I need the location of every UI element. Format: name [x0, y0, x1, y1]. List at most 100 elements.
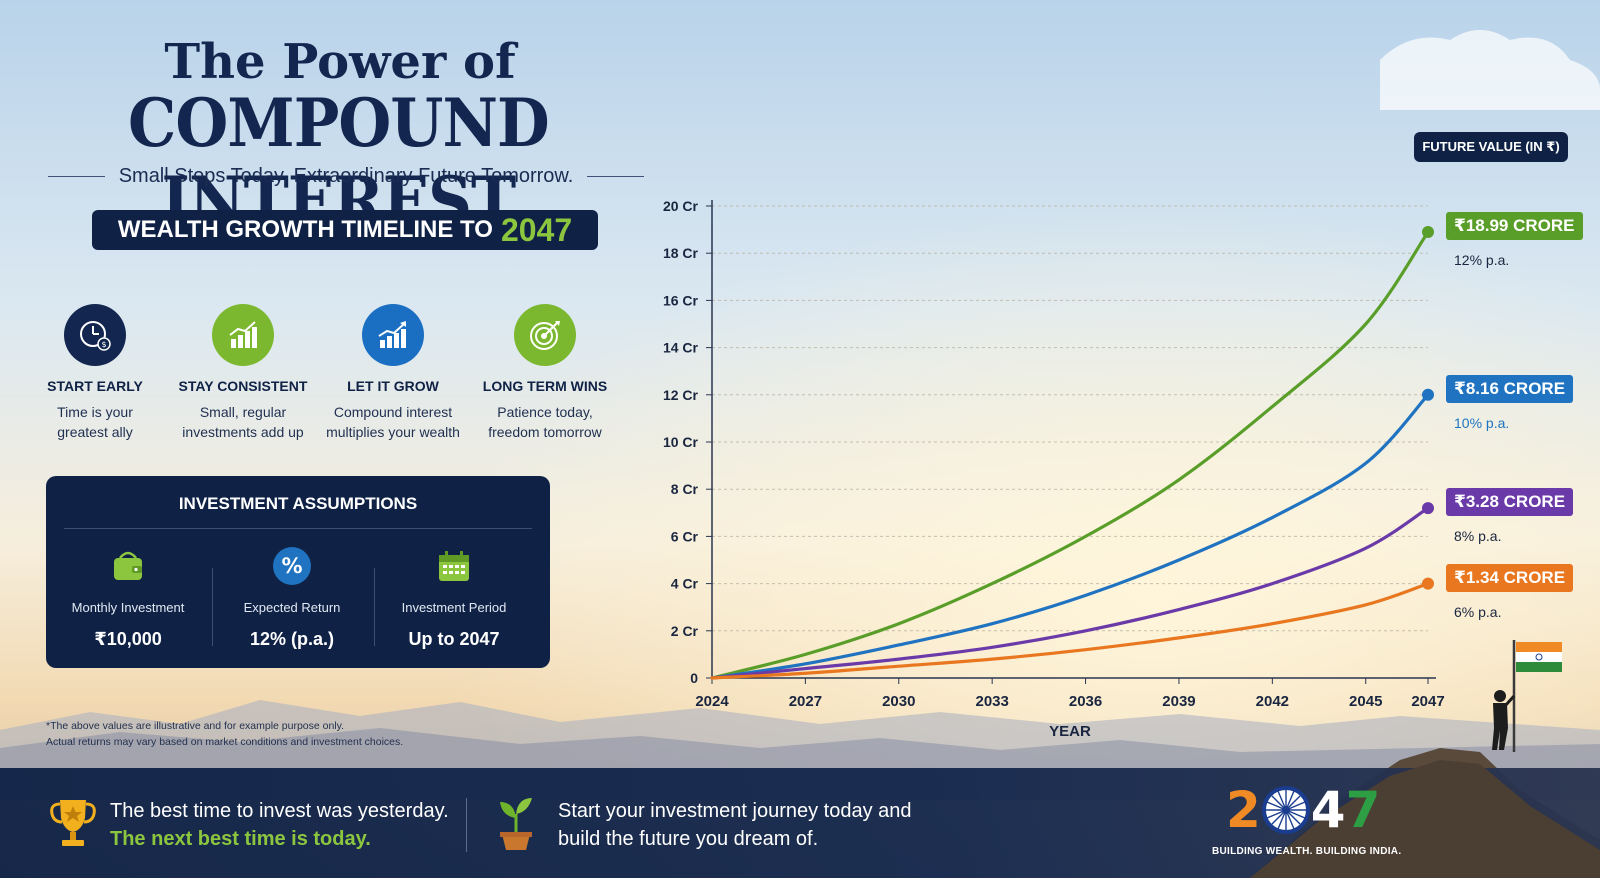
- assumption-value: 12% (p.a.): [249, 629, 335, 649]
- trophy-icon: [48, 796, 98, 857]
- principle-title: LET IT GROW: [347, 378, 439, 394]
- x-tick-label: 2045: [1349, 693, 1382, 710]
- x-tick-label: 2027: [789, 693, 822, 710]
- footer-cta-line-1: Start your investment journey today and: [558, 800, 912, 822]
- x-tick-label: 2047: [1411, 693, 1444, 710]
- series-line: [710, 230, 1430, 680]
- x-tick-label: 2042: [1256, 693, 1289, 710]
- principle-desc-line-2: freedom tomorrow: [488, 424, 602, 440]
- series-end-point: [1422, 577, 1434, 590]
- y-tick-label: 16 Cr: [663, 292, 699, 308]
- y-tick-label: 8 Cr: [671, 481, 699, 497]
- x-tick-label: 2030: [882, 693, 915, 710]
- subtitle: Small Steps Today, Extraordinary Future …: [118, 164, 574, 187]
- percent-icon: %: [212, 546, 372, 586]
- subtitle-rule-right: [587, 175, 645, 177]
- assumption-investment-period: Investment Period Up to 2047: [374, 546, 534, 650]
- banner-text: WEALTH GROWTH TIMELINE TO: [117, 216, 493, 243]
- logo-digit-2: 4: [1310, 781, 1346, 839]
- future-value-badge: FUTURE VALUE (IN ₹): [1414, 132, 1568, 162]
- series-value-tag: ₹18.99 CRORE: [1446, 211, 1583, 240]
- principle-desc-line-1: Compound interest: [333, 404, 453, 420]
- assumptions-title: INVESTMENT ASSUMPTIONS: [178, 494, 418, 513]
- principle-start-early: $ START EARLY Time is your greatest ally: [20, 304, 170, 442]
- footer-quote-line-1: The best time to invest was yesterday.: [110, 800, 449, 822]
- series-line: [710, 506, 1430, 680]
- principle-desc-line-2: greatest ally: [57, 424, 133, 440]
- wallet-icon: [48, 546, 208, 586]
- svg-text:%: %: [281, 554, 302, 578]
- svg-text:$: $: [101, 340, 106, 349]
- timeline-banner: WEALTH GROWTH TIMELINE TO 2047: [92, 210, 598, 250]
- plant-icon: [494, 794, 538, 859]
- series-rate-label: 6% p.a.: [1454, 603, 1502, 620]
- banner-year: 2047: [500, 211, 573, 248]
- series-end-label: ₹3.28 CRORE 8% p.a.: [1446, 488, 1574, 545]
- bar-growth-icon: [212, 304, 274, 366]
- logo-2047: 2 4 7: [1226, 781, 1402, 839]
- principle-let-it-grow: LET IT GROW Compound interest multiplies…: [318, 304, 468, 442]
- principle-desc-line-2: investments add up: [182, 424, 304, 440]
- x-tick-label: 2033: [975, 693, 1008, 710]
- y-tick-label: 6 Cr: [671, 528, 699, 544]
- principle-desc: Compound interest multiplies your wealth: [318, 402, 468, 442]
- footer-cta-line-2: build the future you dream of.: [558, 828, 819, 850]
- chakra-icon: [1261, 786, 1310, 834]
- x-tick-label: 2036: [1069, 693, 1102, 710]
- logo-digit-3: 7: [1345, 781, 1381, 839]
- principle-desc-line-1: Patience today,: [497, 404, 593, 420]
- y-tick-label: 10 Cr: [663, 434, 699, 450]
- y-tick-label: 14 Cr: [663, 340, 699, 356]
- principle-desc-line-2: multiplies your wealth: [326, 424, 460, 440]
- subtitle-row: Small Steps Today, Extraordinary Future …: [48, 162, 645, 190]
- growth-chart-icon: [362, 304, 424, 366]
- assumption-label: Monthly Investment: [71, 600, 185, 615]
- principle-long-term-wins: LONG TERM WINS Patience today, freedom t…: [470, 304, 620, 442]
- series-value-tag: ₹8.16 CRORE: [1446, 374, 1574, 403]
- target-icon: [514, 304, 576, 366]
- footer-separator: [466, 798, 467, 852]
- principle-title: START EARLY: [47, 378, 143, 394]
- series-value-tag: ₹1.34 CRORE: [1446, 563, 1574, 592]
- assumption-value: ₹10,000: [94, 629, 162, 649]
- y-tick-label: 0: [690, 670, 698, 686]
- logo-tagline: BUILDING WEALTH. BUILDING INDIA.: [1212, 846, 1402, 857]
- clock-icon: $: [64, 304, 126, 366]
- assumption-expected-return: % Expected Return 12% (p.a.): [212, 546, 372, 650]
- assumptions-divider: [64, 528, 532, 529]
- series-end-point: [1422, 502, 1434, 515]
- disclaimer: *The above values are illustrative and f…: [46, 718, 403, 750]
- footer-quote-line-2: The next best time is today.: [110, 828, 371, 850]
- series-rate-label: 12% p.a.: [1454, 251, 1510, 268]
- series-value-tag: ₹3.28 CRORE: [1446, 488, 1574, 517]
- x-tick-label: 2039: [1162, 693, 1195, 710]
- y-tick-label: 2 Cr: [671, 623, 699, 639]
- assumption-label: Investment Period: [401, 600, 507, 615]
- calendar-icon: [374, 546, 534, 586]
- principle-title: LONG TERM WINS: [482, 378, 608, 394]
- x-axis-label: YEAR: [1049, 723, 1091, 740]
- logo-digit-1: 2: [1226, 781, 1261, 839]
- investment-assumptions-panel: INVESTMENT ASSUMPTIONS Monthly Investmen…: [46, 476, 550, 668]
- principle-desc-line-1: Time is your: [57, 404, 133, 420]
- y-tick-label: 18 Cr: [663, 245, 699, 261]
- y-tick-label: 4 Cr: [671, 576, 699, 592]
- series-end-label: ₹18.99 CRORE 12% p.a.: [1446, 211, 1583, 268]
- disclaimer-line-2: Actual returns may vary based on market …: [46, 736, 404, 748]
- principle-title: STAY CONSISTENT: [178, 378, 308, 394]
- principle-desc-line-1: Small, regular: [199, 404, 287, 420]
- assumption-label: Expected Return: [243, 600, 341, 615]
- principle-desc: Time is your greatest ally: [20, 402, 170, 442]
- x-tick-label: 2024: [695, 693, 729, 710]
- assumption-separator: [374, 568, 375, 646]
- subtitle-rule-left: [48, 175, 105, 177]
- y-tick-label: 12 Cr: [663, 387, 699, 403]
- assumption-separator: [212, 568, 213, 646]
- y-tick-label: 20 Cr: [663, 198, 699, 214]
- series-end-point: [1422, 388, 1434, 401]
- series-end-label: ₹1.34 CRORE 6% p.a.: [1446, 563, 1574, 620]
- assumption-monthly-investment: Monthly Investment ₹10,000: [48, 546, 208, 650]
- series-rate-label: 8% p.a.: [1454, 528, 1502, 545]
